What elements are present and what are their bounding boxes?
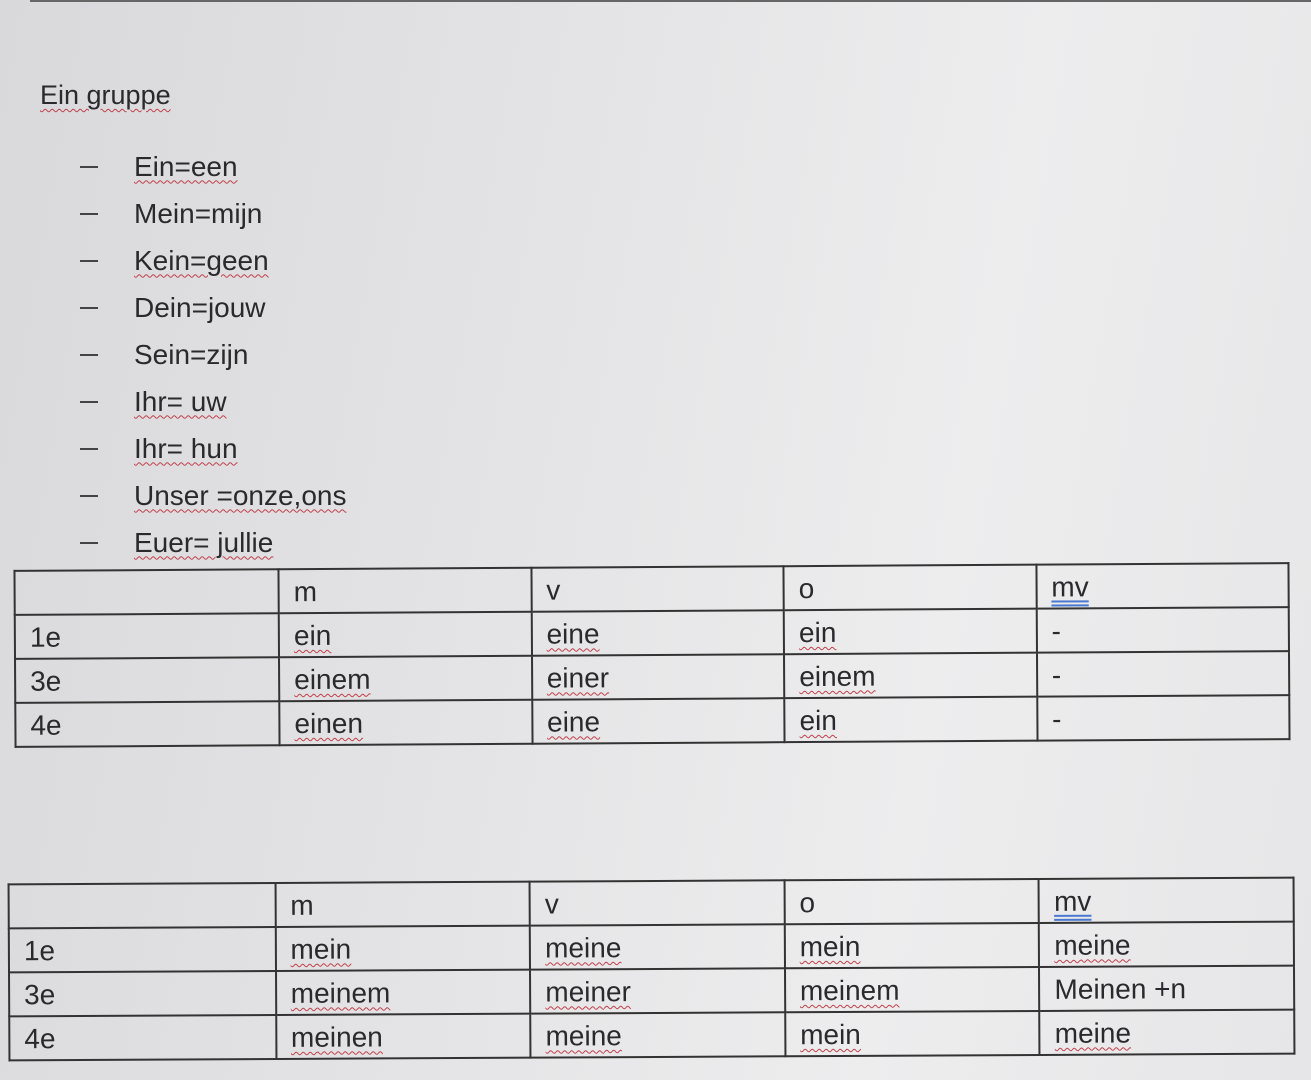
table-row: 4e einen eine ein - bbox=[15, 695, 1290, 747]
list-item: Ihr= uw bbox=[80, 378, 346, 425]
page-edge bbox=[30, 0, 1311, 8]
list-item: Kein=geen bbox=[80, 237, 346, 284]
dash-bullet-icon bbox=[80, 494, 98, 497]
list-item: Unser =onze,ons bbox=[80, 472, 346, 519]
dash-bullet-icon bbox=[80, 165, 98, 168]
list-item: Ihr= hun bbox=[80, 425, 346, 472]
list-item: Mein=mijn bbox=[80, 190, 346, 237]
ein-declension-table: m v o mv 1e ein eine ein - 3e einem eine… bbox=[13, 562, 1290, 748]
dash-bullet-icon bbox=[80, 447, 98, 450]
dash-bullet-icon bbox=[80, 212, 98, 215]
table-row: 3e meinem meiner meinem Meinen +n bbox=[9, 965, 1295, 1017]
mein-declension-table: m v o mv 1e mein meine mein meine 3e mei… bbox=[8, 877, 1296, 1062]
table-header-row: m v o mv bbox=[14, 563, 1289, 615]
heading: Ein gruppe bbox=[40, 80, 171, 110]
table-row: 1e mein meine mein meine bbox=[8, 921, 1294, 973]
list-item: Euer= jullie bbox=[80, 519, 346, 566]
table-row: 4e meinen meine mein meine bbox=[9, 1009, 1295, 1061]
word-list: Ein=een Mein=mijn Kein=geen Dein=jouw Se… bbox=[80, 143, 346, 566]
list-item: Sein=zijn bbox=[80, 331, 346, 378]
table-row: 1e ein eine ein - bbox=[14, 607, 1289, 659]
table-header-row: m v o mv bbox=[8, 877, 1294, 929]
list-item: Ein=een bbox=[80, 143, 346, 190]
table-row: 3e einem einer einem - bbox=[15, 651, 1290, 703]
dash-bullet-icon bbox=[80, 400, 98, 403]
dash-bullet-icon bbox=[80, 541, 98, 544]
dash-bullet-icon bbox=[80, 259, 98, 262]
dash-bullet-icon bbox=[80, 306, 98, 309]
dash-bullet-icon bbox=[80, 353, 98, 356]
list-item: Dein=jouw bbox=[80, 284, 346, 331]
